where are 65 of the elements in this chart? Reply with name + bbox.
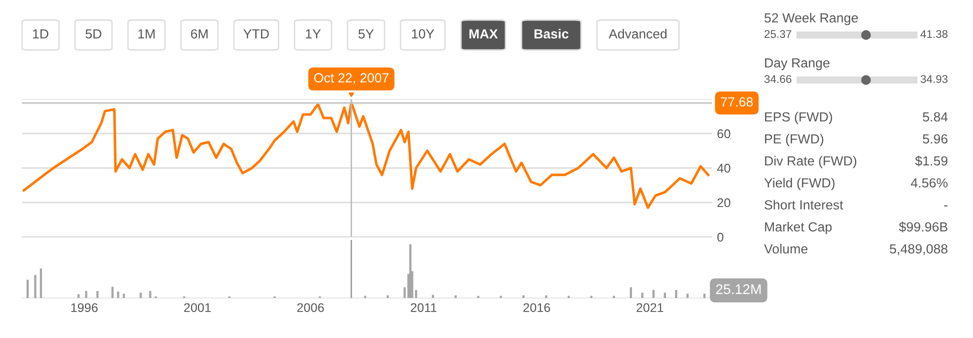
bar (404, 287, 406, 298)
bar (652, 290, 655, 298)
text: $1.59 (915, 156, 948, 166)
y-tick-label: 60 (717, 129, 730, 138)
x-tick-label: 1996 (71, 303, 98, 312)
bar (40, 268, 42, 298)
bar (686, 294, 689, 298)
text: 5.84 (922, 112, 948, 122)
text: 34.66 (764, 75, 792, 83)
text: Advanced (608, 28, 666, 39)
bar (77, 294, 80, 298)
text: MAX (469, 29, 498, 38)
text: PE (FWD) (765, 134, 824, 146)
bar (117, 292, 120, 298)
bar (26, 280, 29, 298)
text: 5D (86, 29, 102, 39)
x-tick-label: 2001 (184, 303, 211, 312)
bar (664, 292, 666, 298)
ref-line-label: 77.68 (721, 97, 753, 107)
bar (630, 287, 632, 298)
x-tick-label: 2021 (636, 303, 664, 312)
text: 1D (33, 29, 48, 38)
text: 25.12M (716, 284, 761, 294)
y-tick-label: 40 (717, 164, 730, 173)
bar (675, 290, 678, 298)
x-tick-label: 2016 (523, 303, 550, 312)
text: 10Y (412, 29, 434, 39)
text: 6M (191, 29, 208, 39)
bar (111, 286, 114, 298)
text: 41.38 (920, 30, 948, 38)
bar (96, 291, 99, 298)
bar (122, 294, 125, 298)
bar (386, 295, 389, 298)
x-tick-label: 2006 (297, 303, 324, 312)
bar (641, 292, 644, 298)
text: 4.56% (910, 178, 948, 188)
text: 5Y (358, 29, 374, 39)
text: YTD (243, 29, 269, 38)
ref-line-label: Oct 22, 2007 (314, 73, 388, 84)
x-tick-label: 2011 (410, 303, 436, 312)
bar (149, 291, 152, 298)
text: Short Interest (764, 200, 844, 210)
text: Div Rate (FWD) (765, 156, 856, 168)
text: 5.96 (922, 134, 948, 144)
text: 52 Week Range (764, 12, 858, 26)
text: 1Y (306, 29, 321, 38)
text: 34.93 (920, 75, 948, 83)
bar (85, 291, 88, 298)
text: 25.37 (764, 30, 792, 38)
text: Market Cap (765, 222, 832, 234)
line-series (22, 101, 710, 209)
y-tick-label: 0 (717, 232, 724, 242)
text: 1M (138, 29, 155, 38)
y-tick-label: 20 (717, 198, 730, 208)
bar (34, 274, 36, 298)
text: 5,489,088 (890, 244, 948, 256)
text: - (944, 205, 948, 206)
bar (140, 292, 142, 298)
text: $99.96B (898, 222, 948, 232)
text: Yield (FWD) (764, 178, 835, 190)
text: Day Range (765, 58, 830, 70)
text: Basic (534, 28, 568, 39)
text: Volume (764, 244, 808, 254)
bar (703, 294, 706, 298)
text: EPS (FWD) (765, 112, 832, 124)
